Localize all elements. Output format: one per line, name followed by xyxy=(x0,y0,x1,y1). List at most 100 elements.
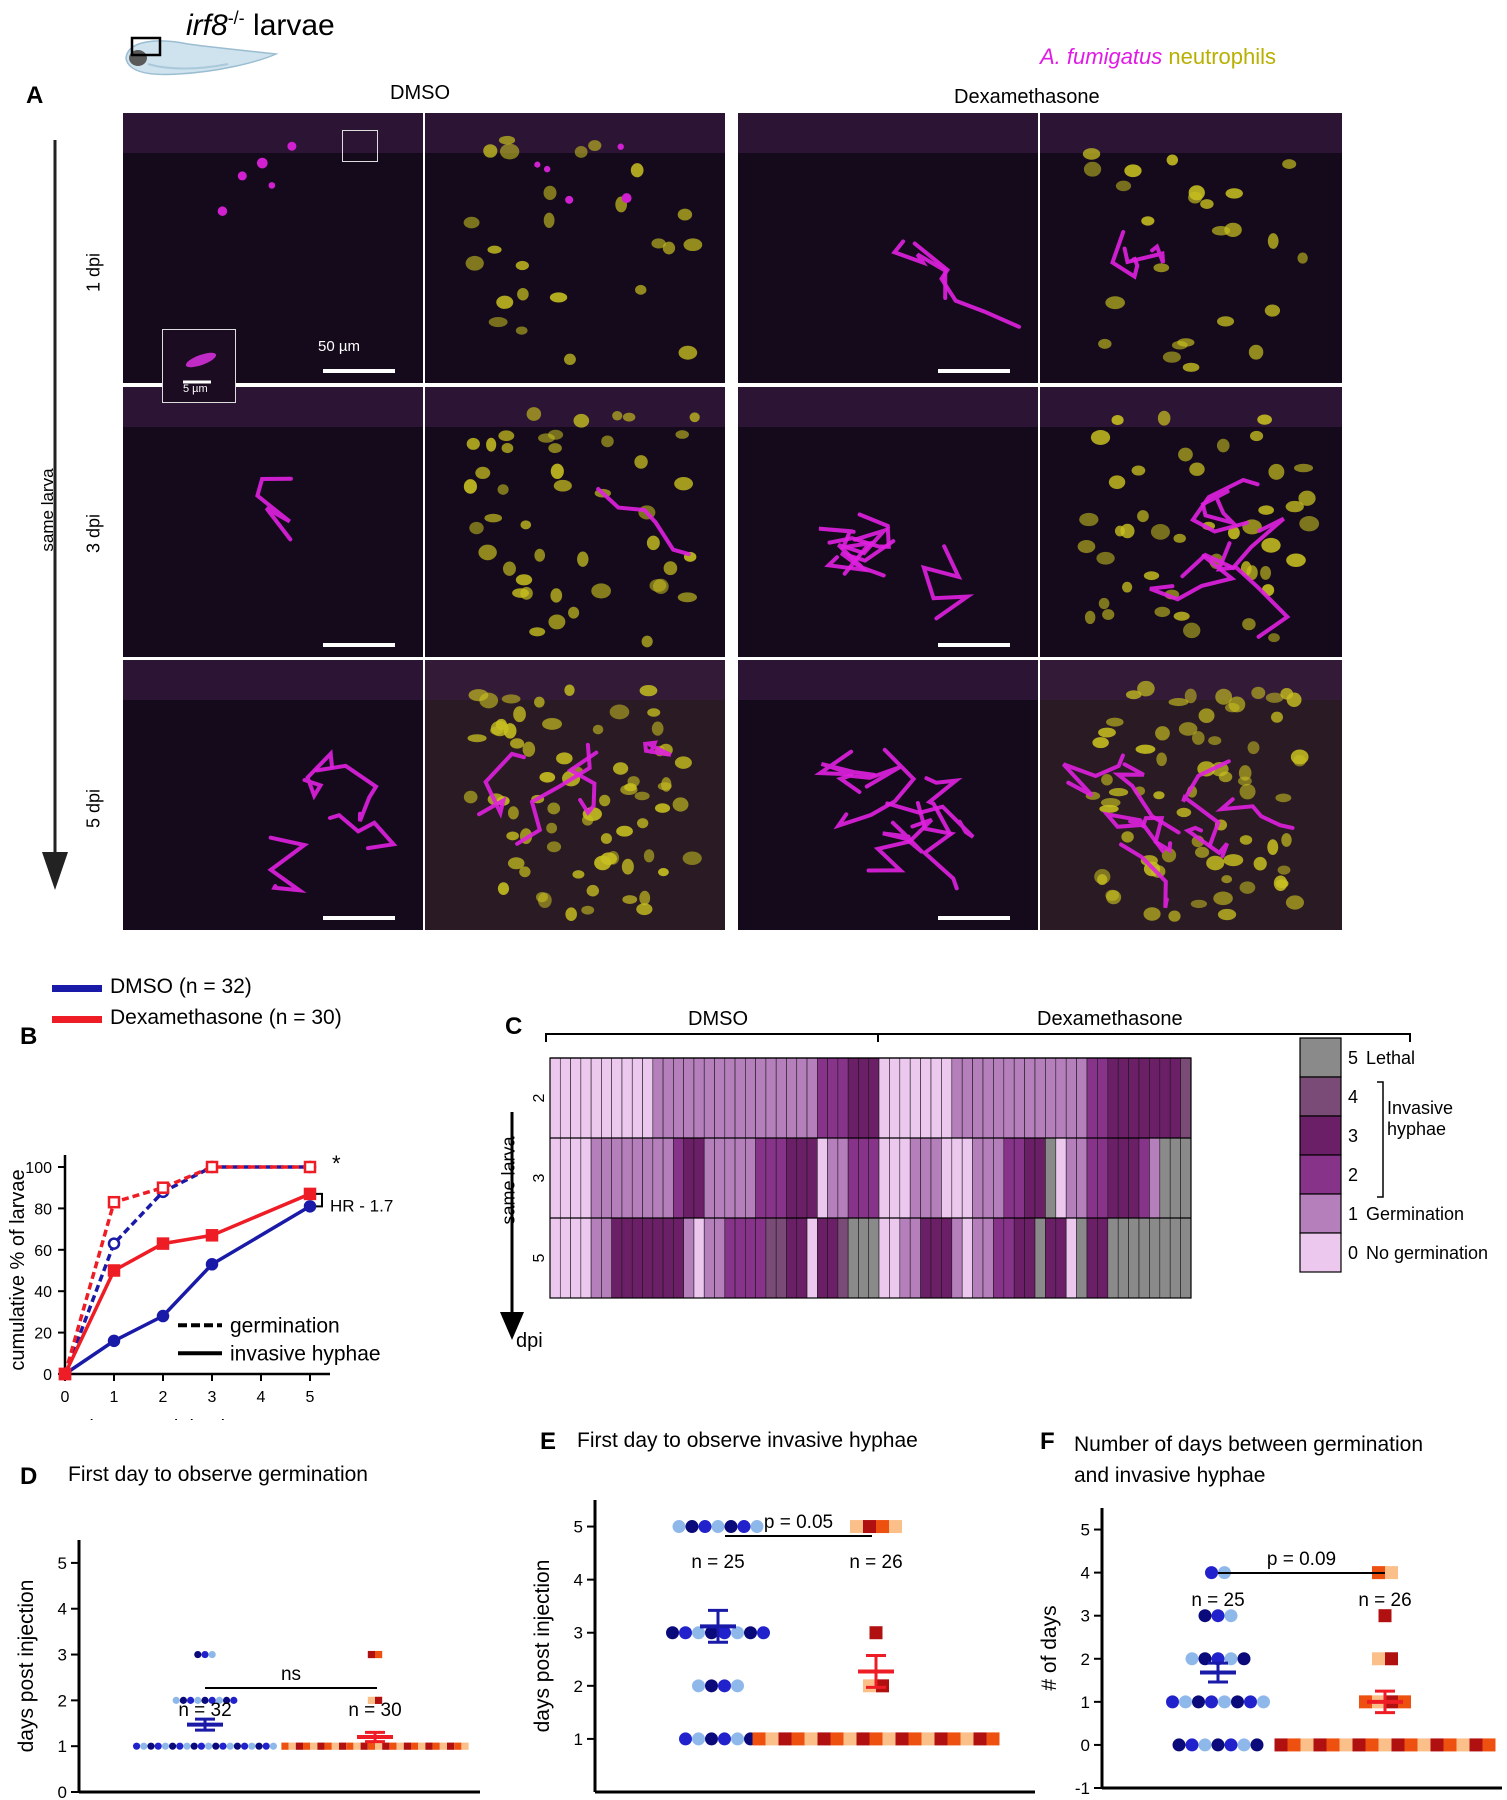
data-point xyxy=(1430,1738,1444,1752)
y-tick-label: 0 xyxy=(43,1367,52,1384)
heatmap-cell xyxy=(559,1057,571,1139)
data-point xyxy=(718,1679,731,1693)
data-point xyxy=(1417,1738,1431,1752)
heatmap-cell xyxy=(693,1217,705,1299)
micrograph-r1-c1 xyxy=(123,113,423,383)
data-point xyxy=(303,1742,311,1750)
data-point xyxy=(208,1650,216,1659)
heatmap-cell xyxy=(1159,1137,1171,1219)
legend-num-2: 2 xyxy=(1348,1165,1358,1185)
data-point xyxy=(1205,1695,1218,1709)
data-point xyxy=(248,1742,256,1750)
heatmap-cell xyxy=(817,1217,828,1299)
heatmap-cell xyxy=(570,1057,582,1139)
data-point xyxy=(255,1742,263,1750)
heatmap-cell xyxy=(1128,1217,1140,1299)
heatmap-cell xyxy=(786,1137,798,1219)
heatmap-cell xyxy=(1169,1137,1181,1219)
data-point xyxy=(432,1742,440,1750)
heatmap-cell xyxy=(662,1217,674,1299)
scale-bar-label-50um: 50 µm xyxy=(318,338,360,355)
y-tick-label: 4 xyxy=(1081,1564,1090,1583)
key-invasive: invasive hyphae xyxy=(230,1342,381,1365)
data-point xyxy=(1365,1738,1379,1752)
heatmap-cell xyxy=(837,1137,849,1219)
data-point xyxy=(1443,1738,1457,1752)
panel-b-legend xyxy=(52,977,58,983)
panel-c-dex-heading: Dexamethasone xyxy=(1037,1008,1183,1030)
legend-label-5: Lethal xyxy=(1366,1048,1415,1068)
heatmap-cell xyxy=(1107,1217,1119,1299)
heatmap-row-label: 2 xyxy=(531,1093,548,1102)
data-point xyxy=(367,1742,375,1750)
heatmap-cell xyxy=(673,1217,684,1299)
heatmap-cell xyxy=(775,1137,787,1219)
heatmap-cell xyxy=(1024,1057,1036,1139)
heatmap-cell xyxy=(1076,1057,1088,1139)
heatmap-cell xyxy=(1076,1137,1088,1219)
heatmap-cell xyxy=(775,1057,787,1139)
heatmap-cell xyxy=(920,1137,932,1219)
heatmap-cell xyxy=(930,1217,942,1299)
panel-d-chart: 0 1 2 3 4 5 days post injection n = 32 n = 30 ns xyxy=(15,1540,480,1800)
y-tick-label: 3 xyxy=(574,1624,583,1643)
panel-a-dex-heading: Dexamethasone xyxy=(954,86,1100,108)
legend-neutrophils: neutrophils xyxy=(1168,44,1277,69)
y-tick-label: 2 xyxy=(58,1691,67,1710)
data-point xyxy=(389,1742,397,1750)
heatmap-arrow-head xyxy=(500,1312,524,1340)
y-tick-label: 1 xyxy=(1081,1693,1090,1712)
data-point xyxy=(856,1732,870,1746)
group-dmso xyxy=(133,1650,277,1750)
heatmap-cell xyxy=(972,1217,984,1299)
data-point xyxy=(1300,1738,1314,1752)
data-point xyxy=(169,1742,177,1750)
heatmap-cell xyxy=(858,1217,870,1299)
data-point xyxy=(1326,1738,1340,1752)
n-label-dmso: n = 25 xyxy=(691,1552,744,1573)
heatmap-border xyxy=(549,1057,1192,1299)
heatmap-cell xyxy=(1045,1057,1057,1139)
data-point xyxy=(863,1679,876,1693)
legend-fungus: A. fumigatus xyxy=(1040,44,1163,69)
n-label-dmso: n = 32 xyxy=(178,1700,231,1721)
heatmap-cell xyxy=(601,1217,612,1299)
heatmap-cell xyxy=(611,1217,623,1299)
heatmap-cell xyxy=(868,1137,880,1219)
heatmap-cell xyxy=(899,1057,911,1139)
heatmap-cell xyxy=(601,1057,612,1139)
x-tick-label: 5 xyxy=(306,1389,315,1406)
data-point xyxy=(411,1742,419,1750)
heatmap-cell xyxy=(590,1057,602,1139)
heatmap-cell xyxy=(601,1137,612,1219)
heatmap-cell xyxy=(652,1217,664,1299)
group-dmso xyxy=(666,1520,770,1746)
heatmap-cell xyxy=(858,1137,870,1219)
legend-swatch-dmso xyxy=(52,985,102,992)
heatmap-cell xyxy=(745,1217,756,1299)
heatmap-cell xyxy=(631,1217,643,1299)
data-point xyxy=(107,1195,121,1209)
data-point xyxy=(876,1679,889,1693)
data-point xyxy=(262,1742,270,1750)
data-point xyxy=(156,1181,170,1194)
data-point xyxy=(205,1742,213,1750)
heatmap-cell xyxy=(806,1217,818,1299)
heatmap-cell xyxy=(827,1217,839,1299)
heatmap-cell xyxy=(847,1057,859,1139)
heatmap-cell xyxy=(693,1057,705,1139)
heatmap-cell xyxy=(1138,1137,1150,1219)
heatmap-cell xyxy=(1149,1057,1161,1139)
data-point xyxy=(212,1742,220,1750)
data-point xyxy=(692,1679,705,1693)
data-point xyxy=(705,1679,718,1693)
heatmap-cell xyxy=(930,1057,942,1139)
heatmap-cell xyxy=(909,1137,921,1219)
data-point xyxy=(241,1742,249,1750)
micrograph-r1-c4 xyxy=(1040,113,1342,383)
heatmap-cell xyxy=(703,1217,715,1299)
heatmap-cell xyxy=(559,1217,571,1299)
micrograph-r2-c3 xyxy=(738,387,1038,657)
heatmap-cell xyxy=(590,1217,602,1299)
data-point xyxy=(731,1679,744,1693)
